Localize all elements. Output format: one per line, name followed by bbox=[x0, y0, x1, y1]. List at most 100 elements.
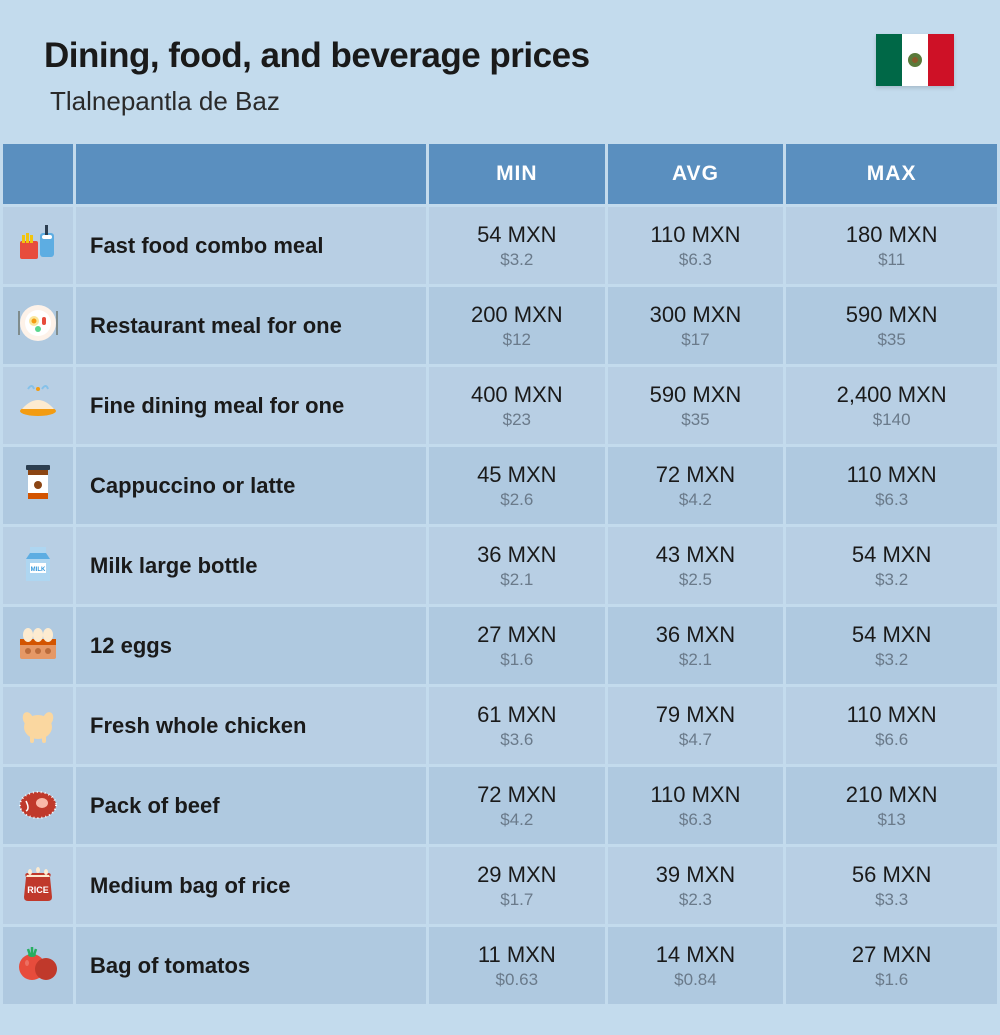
avg-cell: 110 MXN$6.3 bbox=[608, 767, 784, 844]
max-cell: 210 MXN$13 bbox=[786, 767, 997, 844]
fastfood-icon bbox=[3, 207, 73, 284]
coffee-icon bbox=[3, 447, 73, 524]
item-name: Fast food combo meal bbox=[76, 207, 426, 284]
max-cell: 54 MXN$3.2 bbox=[786, 607, 997, 684]
avg-cell: 590 MXN$35 bbox=[608, 367, 784, 444]
max-usd: $35 bbox=[786, 330, 997, 350]
max-cell: 27 MXN$1.6 bbox=[786, 927, 997, 1004]
item-name: Cappuccino or latte bbox=[76, 447, 426, 524]
max-mxn: 2,400 MXN bbox=[786, 382, 997, 408]
min-cell: 27 MXN$1.6 bbox=[429, 607, 605, 684]
table-row: Fine dining meal for one400 MXN$23590 MX… bbox=[3, 367, 997, 444]
avg-mxn: 43 MXN bbox=[608, 542, 784, 568]
min-usd: $23 bbox=[429, 410, 605, 430]
avg-cell: 14 MXN$0.84 bbox=[608, 927, 784, 1004]
table-row: Cappuccino or latte45 MXN$2.672 MXN$4.21… bbox=[3, 447, 997, 524]
avg-mxn: 39 MXN bbox=[608, 862, 784, 888]
avg-usd: $4.2 bbox=[608, 490, 784, 510]
avg-usd: $0.84 bbox=[608, 970, 784, 990]
max-mxn: 110 MXN bbox=[786, 462, 997, 488]
max-mxn: 210 MXN bbox=[786, 782, 997, 808]
max-usd: $140 bbox=[786, 410, 997, 430]
item-name: Medium bag of rice bbox=[76, 847, 426, 924]
avg-usd: $35 bbox=[608, 410, 784, 430]
page-title: Dining, food, and beverage prices bbox=[44, 36, 956, 76]
min-mxn: 54 MXN bbox=[429, 222, 605, 248]
min-cell: 200 MXN$12 bbox=[429, 287, 605, 364]
page-subtitle: Tlalnepantla de Baz bbox=[50, 86, 956, 117]
min-usd: $12 bbox=[429, 330, 605, 350]
item-name: Bag of tomatos bbox=[76, 927, 426, 1004]
max-usd: $6.6 bbox=[786, 730, 997, 750]
max-cell: 2,400 MXN$140 bbox=[786, 367, 997, 444]
max-usd: $11 bbox=[786, 250, 997, 270]
min-usd: $0.63 bbox=[429, 970, 605, 990]
avg-usd: $6.3 bbox=[608, 810, 784, 830]
item-name: Milk large bottle bbox=[76, 527, 426, 604]
beef-icon bbox=[3, 767, 73, 844]
max-cell: 110 MXN$6.3 bbox=[786, 447, 997, 524]
max-cell: 110 MXN$6.6 bbox=[786, 687, 997, 764]
min-mxn: 45 MXN bbox=[429, 462, 605, 488]
avg-cell: 39 MXN$2.3 bbox=[608, 847, 784, 924]
eggs-icon bbox=[3, 607, 73, 684]
chicken-icon bbox=[3, 687, 73, 764]
avg-mxn: 110 MXN bbox=[608, 222, 784, 248]
avg-mxn: 110 MXN bbox=[608, 782, 784, 808]
min-cell: 29 MXN$1.7 bbox=[429, 847, 605, 924]
max-mxn: 27 MXN bbox=[786, 942, 997, 968]
max-cell: 54 MXN$3.2 bbox=[786, 527, 997, 604]
max-mxn: 180 MXN bbox=[786, 222, 997, 248]
table-row: 12 eggs27 MXN$1.636 MXN$2.154 MXN$3.2 bbox=[3, 607, 997, 684]
col-name bbox=[76, 144, 426, 204]
avg-cell: 43 MXN$2.5 bbox=[608, 527, 784, 604]
col-avg: AVG bbox=[608, 144, 784, 204]
min-usd: $1.7 bbox=[429, 890, 605, 910]
item-name: Fine dining meal for one bbox=[76, 367, 426, 444]
min-usd: $1.6 bbox=[429, 650, 605, 670]
table-row: Restaurant meal for one200 MXN$12300 MXN… bbox=[3, 287, 997, 364]
min-cell: 36 MXN$2.1 bbox=[429, 527, 605, 604]
avg-usd: $2.3 bbox=[608, 890, 784, 910]
max-usd: $6.3 bbox=[786, 490, 997, 510]
avg-cell: 36 MXN$2.1 bbox=[608, 607, 784, 684]
max-usd: $3.3 bbox=[786, 890, 997, 910]
max-usd: $3.2 bbox=[786, 570, 997, 590]
max-mxn: 56 MXN bbox=[786, 862, 997, 888]
mexico-flag-icon bbox=[876, 34, 954, 86]
max-usd: $13 bbox=[786, 810, 997, 830]
min-cell: 400 MXN$23 bbox=[429, 367, 605, 444]
min-mxn: 11 MXN bbox=[429, 942, 605, 968]
table-row: Bag of tomatos11 MXN$0.6314 MXN$0.8427 M… bbox=[3, 927, 997, 1004]
item-name: Pack of beef bbox=[76, 767, 426, 844]
avg-usd: $17 bbox=[608, 330, 784, 350]
col-max: MAX bbox=[786, 144, 997, 204]
table-row: Pack of beef72 MXN$4.2110 MXN$6.3210 MXN… bbox=[3, 767, 997, 844]
col-min: MIN bbox=[429, 144, 605, 204]
header-row: MIN AVG MAX bbox=[3, 144, 997, 204]
max-cell: 590 MXN$35 bbox=[786, 287, 997, 364]
item-name: Restaurant meal for one bbox=[76, 287, 426, 364]
avg-mxn: 590 MXN bbox=[608, 382, 784, 408]
avg-usd: $2.1 bbox=[608, 650, 784, 670]
min-cell: 72 MXN$4.2 bbox=[429, 767, 605, 844]
avg-mxn: 14 MXN bbox=[608, 942, 784, 968]
table-row: Fresh whole chicken61 MXN$3.679 MXN$4.71… bbox=[3, 687, 997, 764]
tomato-icon bbox=[3, 927, 73, 1004]
item-name: 12 eggs bbox=[76, 607, 426, 684]
min-usd: $4.2 bbox=[429, 810, 605, 830]
item-name: Fresh whole chicken bbox=[76, 687, 426, 764]
avg-usd: $2.5 bbox=[608, 570, 784, 590]
min-mxn: 36 MXN bbox=[429, 542, 605, 568]
min-mxn: 200 MXN bbox=[429, 302, 605, 328]
min-usd: $2.1 bbox=[429, 570, 605, 590]
min-mxn: 29 MXN bbox=[429, 862, 605, 888]
finedining-icon bbox=[3, 367, 73, 444]
col-icon bbox=[3, 144, 73, 204]
min-usd: $3.2 bbox=[429, 250, 605, 270]
restaurant-icon bbox=[3, 287, 73, 364]
milk-icon bbox=[3, 527, 73, 604]
avg-cell: 72 MXN$4.2 bbox=[608, 447, 784, 524]
max-cell: 56 MXN$3.3 bbox=[786, 847, 997, 924]
rice-icon bbox=[3, 847, 73, 924]
